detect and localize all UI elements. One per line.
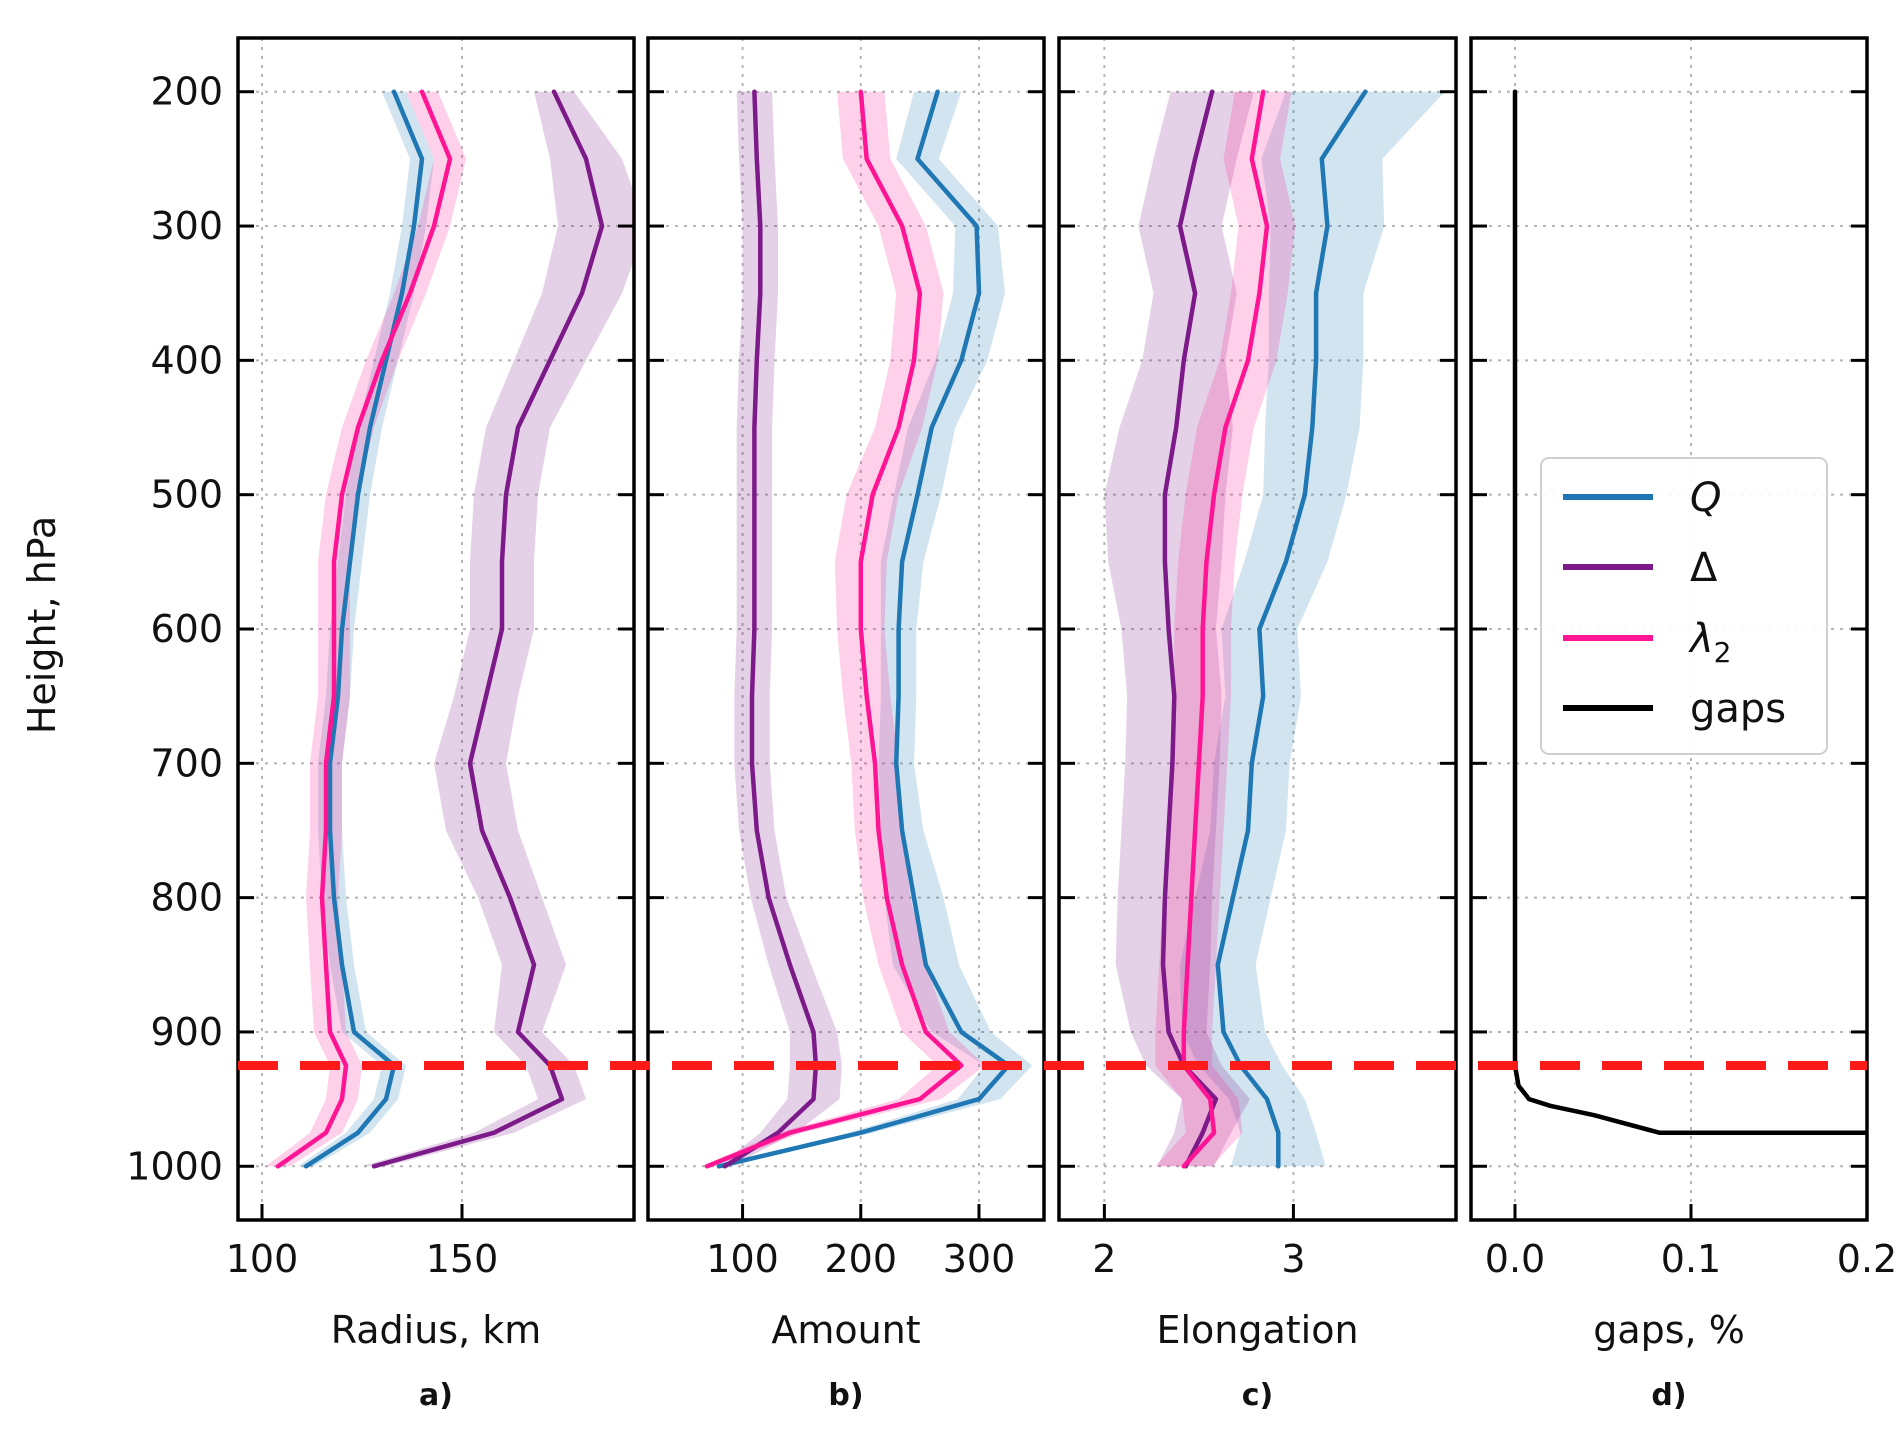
y-axis-label: Height, hPa <box>20 516 64 734</box>
ticks-d <box>1471 90 1869 1220</box>
x-tick-label-d-0.2: 0.2 <box>1837 1237 1897 1281</box>
y-tick-label-300: 300 <box>150 204 223 248</box>
panel-label-b: b) <box>828 1378 863 1413</box>
x-tick-label-d-0.0: 0.0 <box>1485 1237 1545 1281</box>
x-axis-label-b: Amount <box>771 1308 920 1352</box>
y-tick-label-200: 200 <box>150 70 223 114</box>
frame-a <box>236 36 636 1222</box>
series-band-a-Delta <box>362 91 634 1167</box>
x-tick-label-a-150: 150 <box>426 1237 499 1281</box>
legend-label-lambda2-main: λ <box>1688 616 1714 662</box>
x-axis-label-d: gaps, % <box>1593 1308 1745 1352</box>
frame-c <box>1057 36 1458 1222</box>
frame-b <box>646 36 1046 1222</box>
y-tick-labels: 200 300 400 500 600 700 800 900 1000 <box>126 70 223 1189</box>
x-tick-label-d-0.1: 0.1 <box>1661 1237 1721 1281</box>
panel-c: 2 3 Elongation c) <box>1057 36 1458 1413</box>
y-tick-label-400: 400 <box>150 338 223 382</box>
frame-d <box>1469 36 1869 1222</box>
panel-label-c: c) <box>1242 1378 1274 1413</box>
series-band-b-Delta <box>718 91 842 1167</box>
y-tick-label-900: 900 <box>150 1010 223 1054</box>
series-line-a-lambda2 <box>275 89 453 1169</box>
x-axis-label-a: Radius, km <box>331 1308 542 1352</box>
legend: Q Δ λ2 gaps <box>1540 457 1828 755</box>
legend-label-delta: Δ <box>1690 545 1718 591</box>
y-tick-label-600: 600 <box>150 607 223 651</box>
grid-b <box>648 38 1044 1220</box>
y-tick-label-1000: 1000 <box>126 1144 223 1188</box>
series-band-b-Q <box>713 91 1033 1167</box>
panels-layer: 100 150 Radius, km a) 100 200 300 Amount b) 2 3 Elo… <box>226 36 1897 1413</box>
legend-label-gaps: gaps <box>1690 686 1786 732</box>
panel-a: 100 150 Radius, km a) <box>226 36 636 1413</box>
plot-area-c <box>1104 89 1445 1169</box>
series-line-b-lambda2 <box>704 89 964 1169</box>
ticks-a <box>238 90 634 1220</box>
legend-box <box>1540 457 1828 755</box>
legend-label-lambda2-sub: 2 <box>1714 636 1732 669</box>
x-tick-label-b-200: 200 <box>825 1237 898 1281</box>
ticks-c <box>1059 90 1456 1220</box>
series-band-c-Q <box>1180 91 1445 1167</box>
legend-label-lambda2: λ2 <box>1688 616 1732 669</box>
panel-label-d: d) <box>1651 1378 1686 1413</box>
y-tick-label-700: 700 <box>150 741 223 785</box>
grid-d <box>1471 38 1868 1220</box>
x-tick-label-c-2: 2 <box>1092 1237 1116 1281</box>
ticks-b <box>648 90 1044 1220</box>
x-tick-label-b-300: 300 <box>943 1237 1016 1281</box>
x-tick-label-a-100: 100 <box>226 1237 299 1281</box>
series-band-a-lambda2 <box>266 91 466 1167</box>
x-tick-label-c-3: 3 <box>1281 1237 1305 1281</box>
panel-d: 0.0 0.1 0.2 gaps, % d) <box>1469 36 1897 1413</box>
panel-b: 100 200 300 Amount b) <box>646 36 1046 1413</box>
y-tick-label-500: 500 <box>150 473 223 517</box>
panel-label-a: a) <box>419 1378 453 1413</box>
x-axis-label-c: Elongation <box>1156 1308 1358 1352</box>
series-band-c-Delta <box>1104 91 1254 1167</box>
x-tick-label-b-100: 100 <box>706 1237 779 1281</box>
legend-label-q: Q <box>1690 475 1721 521</box>
y-tick-label-800: 800 <box>150 876 223 920</box>
